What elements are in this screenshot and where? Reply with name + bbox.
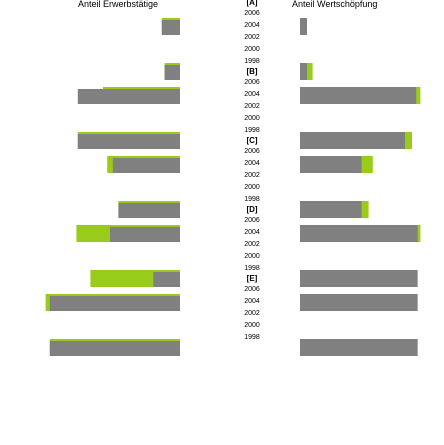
left-title: Anteil Erwerbstätige (78, 0, 158, 9)
right-bar-gray (300, 132, 405, 149)
right-bar-gray (300, 201, 362, 218)
year-tick-label: 2002 (244, 34, 260, 41)
year-tick-label: 2002 (244, 103, 260, 110)
left-bar-gray (77, 134, 180, 149)
year-tick-label: 2000 (244, 322, 260, 329)
group-label: [C] (246, 136, 257, 145)
left-bar-gray (112, 158, 180, 173)
right-bar-gray (300, 225, 418, 242)
year-tick-label: 2000 (244, 184, 260, 191)
year-tick-label: 2002 (244, 241, 260, 248)
left-bar-gray (110, 227, 180, 242)
right-bar-gray (300, 63, 307, 80)
group-label: [B] (246, 67, 257, 76)
year-tick-label: 2006 (244, 79, 260, 86)
year-tick-label: 2004 (244, 298, 260, 305)
right-title: Anteil Wertschöpfung (292, 0, 377, 9)
group-label: [E] (247, 274, 258, 283)
year-tick-label: 2006 (244, 148, 260, 155)
year-tick-label: 1998 (244, 334, 260, 341)
year-tick-label: 2002 (244, 310, 260, 317)
year-tick-label: 2000 (244, 115, 260, 122)
right-bar-gray (300, 156, 362, 173)
right-bar-gray (300, 294, 418, 311)
left-bar-gray (77, 89, 180, 104)
year-tick-label: 2000 (244, 253, 260, 260)
group-label: [D] (246, 205, 257, 214)
right-bar-gray (300, 18, 307, 35)
year-tick-label: 2006 (244, 286, 260, 293)
year-tick-label: 2002 (244, 172, 260, 179)
year-tick-label: 2004 (244, 229, 260, 236)
left-bar-gray (161, 20, 180, 35)
left-bar-gray (164, 65, 180, 80)
left-bar-gray (49, 296, 180, 311)
year-tick-label: 2006 (244, 10, 260, 17)
year-tick-label: 1998 (244, 196, 260, 203)
year-tick-label: 2006 (244, 217, 260, 224)
left-bar-gray (118, 203, 180, 218)
year-tick-label: 2004 (244, 160, 260, 167)
right-bar-gray (300, 87, 417, 104)
left-bar-gray (153, 272, 180, 287)
year-tick-label: 1998 (244, 265, 260, 272)
year-tick-label: 1998 (244, 58, 260, 65)
year-tick-label: 1998 (244, 127, 260, 134)
year-tick-label: 2004 (244, 91, 260, 98)
right-bar-gray (300, 270, 418, 287)
group-label: [A] (246, 0, 257, 7)
year-tick-label: 2000 (244, 46, 260, 53)
year-tick-label: 2004 (244, 22, 260, 29)
right-bar-gray (300, 339, 418, 356)
left-bar-gray (49, 341, 180, 356)
